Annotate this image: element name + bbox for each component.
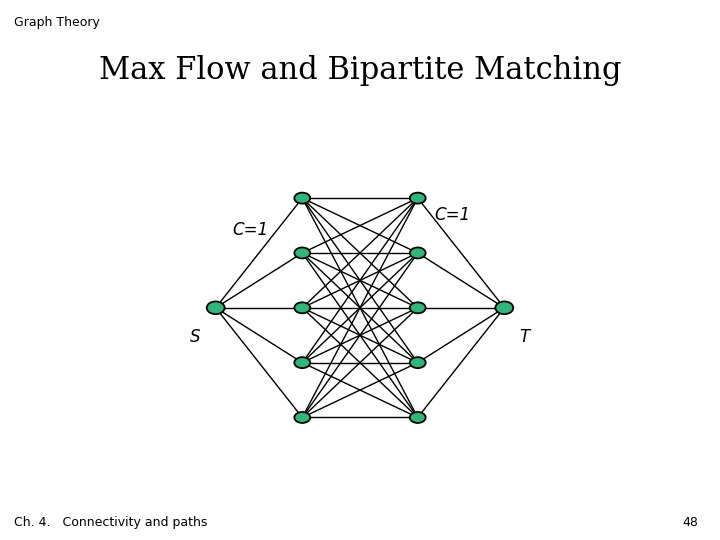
Ellipse shape [207,301,225,314]
Text: Graph Theory: Graph Theory [14,16,100,29]
Ellipse shape [495,301,513,314]
Text: C=1: C=1 [434,206,470,225]
Ellipse shape [294,247,310,259]
Text: Ch. 4.   Connectivity and paths: Ch. 4. Connectivity and paths [14,516,208,529]
Ellipse shape [294,412,310,423]
Text: C=1: C=1 [233,221,269,239]
Text: 48: 48 [683,516,698,529]
Text: T: T [519,328,530,346]
Ellipse shape [410,302,426,313]
Ellipse shape [294,357,310,368]
Ellipse shape [410,357,426,368]
Ellipse shape [410,247,426,259]
Text: S: S [190,328,201,346]
Ellipse shape [410,412,426,423]
Ellipse shape [294,302,310,313]
Ellipse shape [294,193,310,204]
Text: Max Flow and Bipartite Matching: Max Flow and Bipartite Matching [99,55,621,86]
Ellipse shape [410,193,426,204]
